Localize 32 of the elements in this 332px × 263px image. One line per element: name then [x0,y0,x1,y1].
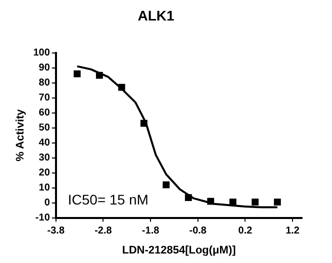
x-tick-label: -1.8 [142,226,160,237]
x-axis-title: LDN-212854[Log(μM)] [122,244,236,256]
y-tick-label: 10 [38,182,50,194]
y-tick-label: -10 [35,212,50,224]
x-tick-label: -2.8 [94,226,112,237]
y-tick-label: 30 [38,152,50,164]
point [252,198,259,206]
point [140,120,148,127]
y-tick-label: 20 [38,168,50,179]
y-tick-label: 50 [38,122,50,134]
x-tick-label: -0.8 [189,226,207,237]
point [207,198,214,205]
point [96,72,103,79]
point [118,84,126,91]
y-tick-label: 80 [38,78,50,89]
point [274,198,281,206]
y-tick-label: 70 [38,92,50,104]
y-tick-label: 90 [38,62,50,74]
point [229,198,236,206]
point [184,194,192,202]
y-tick-label: 0 [44,198,50,209]
y-tick-label: 40 [38,138,50,149]
annotation: IC50= 15 nM [68,192,148,208]
point [162,181,170,188]
chart-title: ALK1 [138,7,174,24]
y-tick-label: 100 [33,48,50,59]
x-tick-label: 0.2 [238,226,253,237]
x-tick-label: 1.2 [286,226,300,237]
y-axis-title: % Activity [14,108,27,162]
x-tick-label: -3.8 [47,226,65,237]
y-tick-label: 60 [38,108,50,119]
point [74,70,81,78]
